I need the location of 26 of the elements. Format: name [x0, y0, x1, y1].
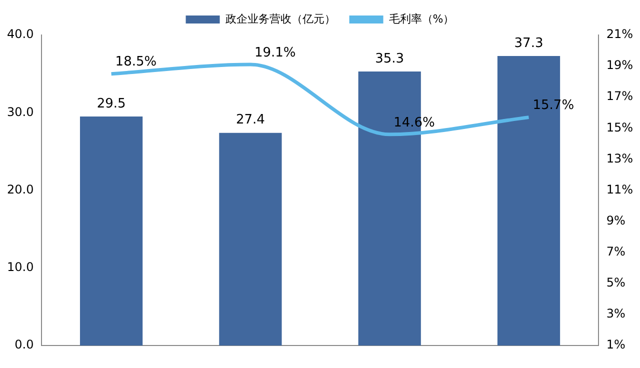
data-label: 18.5% — [115, 54, 157, 70]
y-tick-label: 20.0 — [7, 182, 34, 196]
data-label: 19.1% — [254, 45, 296, 60]
bar — [219, 132, 282, 346]
bar — [80, 116, 143, 346]
y-tick-label: 0.0 — [14, 338, 34, 352]
y2-tick-label: 7% — [606, 244, 626, 259]
y2-tick-label: 11% — [606, 182, 633, 196]
y2-tick-label: 5% — [606, 276, 626, 290]
y-tick-label: 10.0 — [7, 260, 34, 274]
y-tick-label: 40.0 — [7, 27, 34, 42]
legend-label: 政企业务营收（亿元） — [225, 12, 336, 26]
data-label: 27.4 — [236, 112, 265, 128]
data-label: 37.3 — [514, 36, 544, 51]
y2-tick-label: 13% — [606, 151, 633, 166]
y2-tick-label: 3% — [606, 306, 626, 321]
data-label: 35.3 — [375, 51, 404, 66]
y2-tick-label: 19% — [606, 58, 633, 72]
legend-label: 毛利率（%） — [388, 12, 454, 26]
y-tick-label: 30.0 — [7, 104, 34, 119]
y2-tick-label: 1% — [606, 338, 626, 352]
data-label: 29.5 — [96, 96, 126, 112]
y2-tick-label: 17% — [606, 89, 633, 104]
y2-tick-label: 21% — [606, 27, 633, 42]
y2-tick-label: 15% — [606, 120, 633, 134]
y2-tick-label: 9% — [606, 213, 626, 228]
